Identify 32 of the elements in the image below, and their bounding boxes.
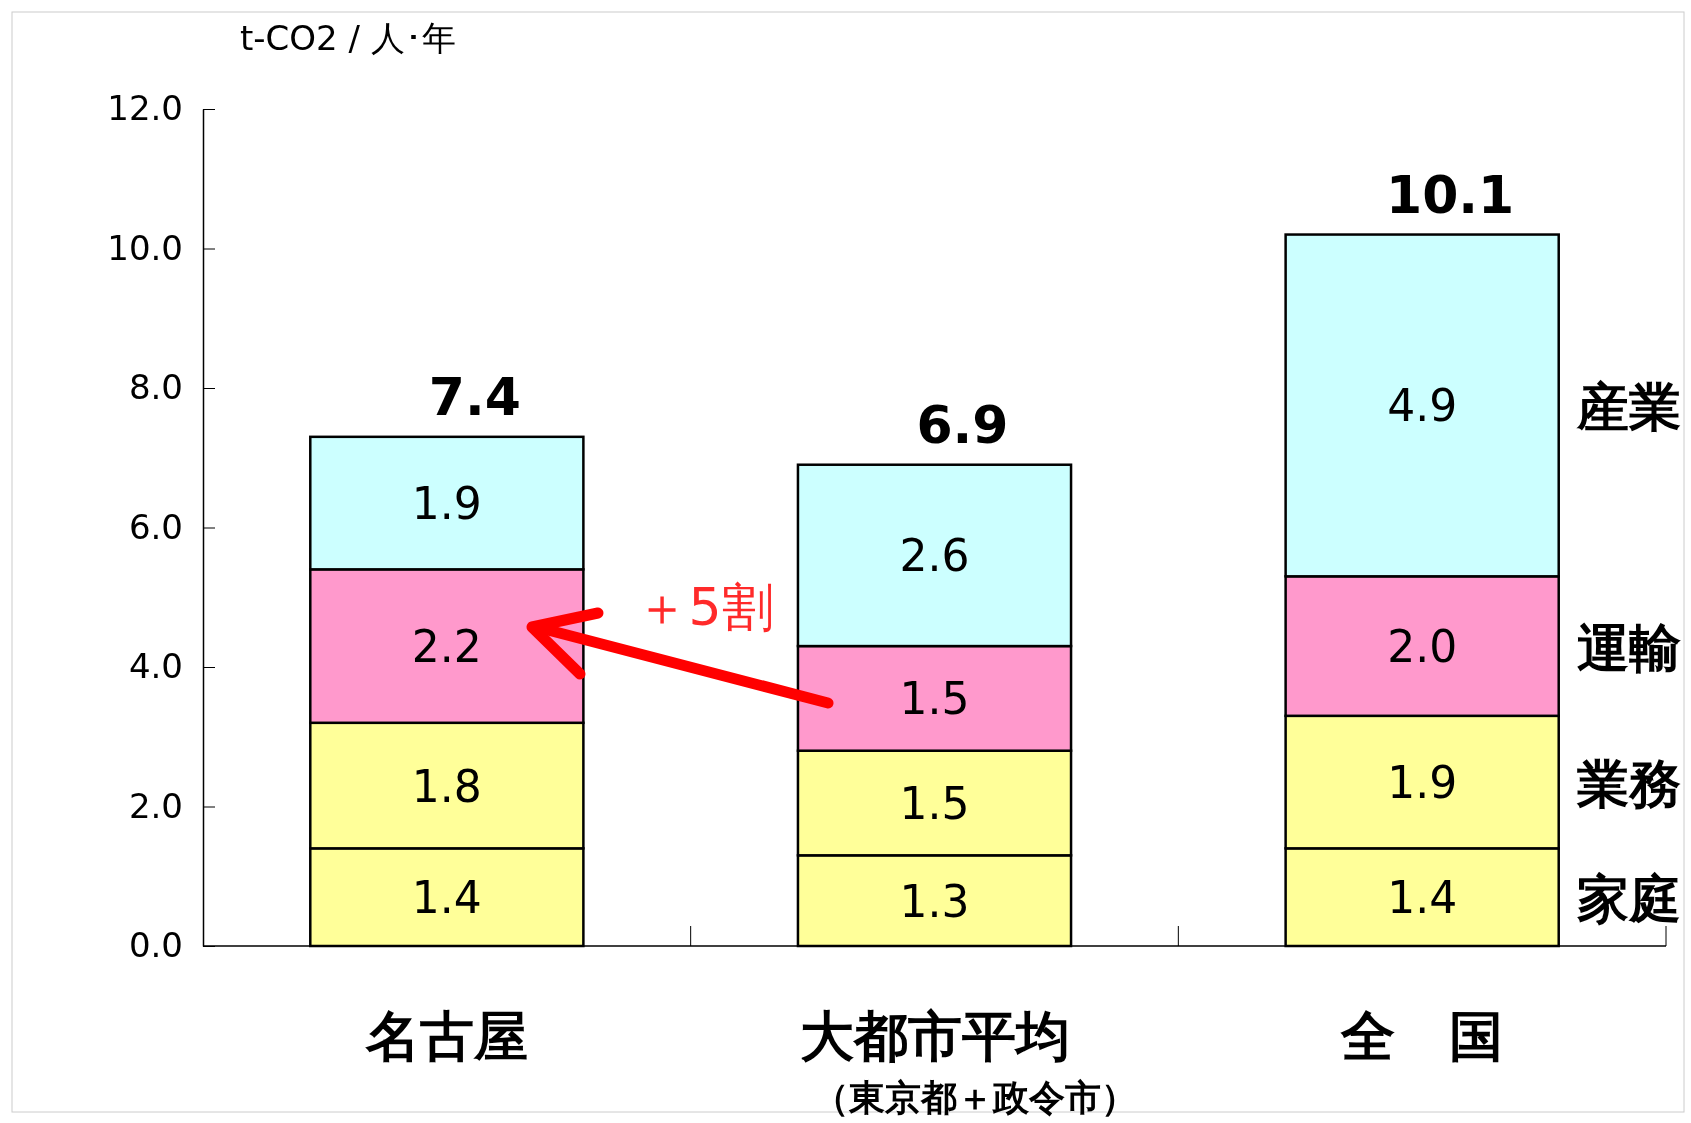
data-label: 1.5	[899, 778, 970, 830]
data-label: 1.9	[411, 478, 482, 530]
y-tick-label: 0.0	[128, 925, 183, 966]
total-label: 6.9	[916, 394, 1009, 455]
series-label: 業務	[1575, 754, 1681, 815]
data-label: 1.9	[1387, 757, 1458, 809]
y-tick-label: 12.0	[107, 88, 183, 129]
data-label: 1.4	[1387, 872, 1458, 924]
y-tick-label: 10.0	[107, 227, 183, 268]
y-tick-label: 2.0	[128, 785, 183, 826]
y-tick-label: 4.0	[128, 646, 183, 687]
data-label: 1.4	[411, 872, 482, 924]
x-tick-label: 名古屋	[364, 1005, 528, 1068]
x-tick-label: 大都市平均	[799, 1005, 1070, 1068]
data-label: 4.9	[1387, 380, 1458, 432]
data-label: 1.8	[411, 760, 482, 812]
total-label: 10.1	[1386, 164, 1515, 225]
series-label: 運輸	[1576, 618, 1681, 679]
series-label: 家庭	[1576, 869, 1681, 930]
annotation: ＋5割	[636, 577, 774, 637]
text: （東京都＋政令市）	[812, 1077, 1137, 1118]
data-label: 1.3	[899, 875, 970, 927]
data-label: 2.0	[1387, 621, 1458, 673]
data-label: 2.2	[411, 621, 482, 673]
y-tick-label: 8.0	[128, 367, 183, 408]
x-tick-label: 全 国	[1340, 1005, 1504, 1068]
y-tick-label: 6.0	[128, 506, 183, 547]
data-label: 2.6	[899, 530, 970, 582]
total-label: 7.4	[428, 366, 521, 427]
y-axis-title: t-CO2 / 人･年	[240, 18, 456, 58]
series-label: 産業	[1575, 377, 1681, 438]
data-label: 1.5	[899, 673, 970, 725]
